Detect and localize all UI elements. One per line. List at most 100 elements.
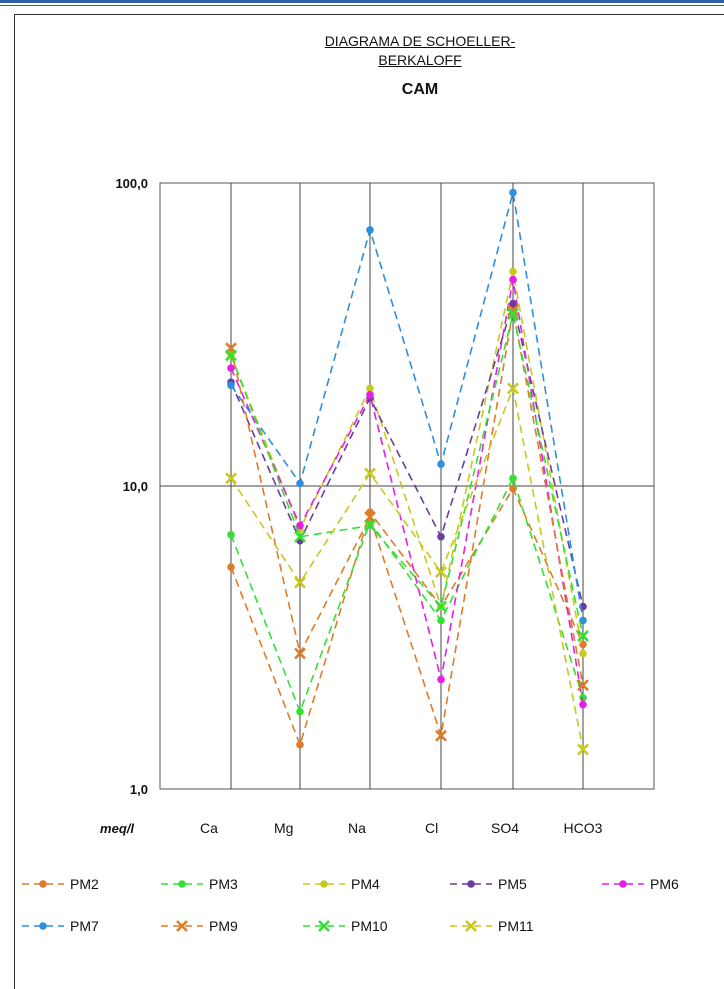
legend-item-pm5: PM5 [450,876,527,892]
marker-stroke [225,349,237,362]
x-tick-label: HCO3 [564,820,603,836]
series-pm6 [227,275,587,709]
data-point-pm4-so4 [509,267,517,276]
data-point-pm6-cl [437,675,445,684]
legend-label: PM4 [351,876,380,892]
page-frame [14,14,724,989]
data-point-pm6-hco3 [579,700,587,709]
data-point-pm5-cl [437,532,445,541]
data-point-pm2-ca [227,563,235,571]
legend-label: PM10 [351,918,388,934]
x-tick-label: Na [348,820,366,836]
marker-stroke [364,467,376,480]
data-point-pm10-hco3 [577,630,589,642]
series-pm3 [227,474,587,716]
marker-stroke [465,920,477,932]
plot-area: 100,0 10,0 1,0 meq/l Ca Mg Na Cl SO4 HCO3 [100,176,655,836]
data-point-pm10-mg [294,530,306,543]
data-point-pm11-so4 [507,382,519,395]
legend-item-pm4: PM4 [303,876,380,892]
legend-swatch-marker [320,880,328,888]
data-point-pm11-cl [435,566,447,578]
legend-swatch-marker [39,922,47,930]
legend-label: PM5 [498,876,527,892]
y-axis-label: meq/l [100,821,134,836]
marker-stroke [364,519,376,532]
x-tick-label: SO4 [491,820,519,836]
marker-stroke [507,382,519,395]
legend-label: PM3 [209,876,238,892]
series-line [230,310,584,736]
data-point-pm9-cl [435,729,447,742]
data-point-pm10-so4 [507,307,519,320]
legend-swatch-marker [467,880,475,888]
data-point-pm11-ca [225,472,237,485]
series-line [230,486,584,748]
marker-stroke [318,920,330,932]
legend-swatch-marker [465,920,477,932]
data-point-pm2-mg [296,740,304,749]
series-line [230,476,584,714]
data-point-pm6-mg [296,521,304,530]
legend-item-pm2: PM2 [22,876,99,892]
chart-title-line-1: DIAGRAMA DE SCHOELLER- [324,33,516,49]
legend-item-pm7: PM7 [22,918,99,934]
data-point-pm6-so4 [509,275,517,284]
marker-stroke [435,600,447,613]
y-tick-label: 100,0 [115,176,148,191]
series-pm9 [225,304,589,742]
data-point-pm11-na [364,467,376,480]
legend-label: PM7 [70,918,99,934]
legend-swatch-marker [619,880,627,888]
series-line [230,279,584,705]
data-point-pm11-hco3 [577,743,589,756]
data-point-pm5-so4 [509,299,517,308]
y-tick-label: 1,0 [130,782,148,797]
marker-stroke [507,304,519,317]
data-point-pm7-cl [437,460,445,469]
legend-label: PM2 [70,876,99,892]
top-border-rule [0,0,724,3]
data-point-pm9-so4 [507,304,519,317]
data-point-pm7-so4 [509,188,517,197]
data-point-pm3-so4 [509,474,517,483]
legend-label: PM9 [209,918,238,934]
marker-stroke [507,307,519,320]
marker-stroke [294,576,306,589]
marker-stroke [294,530,306,543]
data-point-pm7-ca [227,381,235,390]
series-pm7 [227,188,587,625]
legend-label: PM11 [498,918,534,934]
legend-item-pm11: PM11 [450,918,534,934]
chart-title-block: DIAGRAMA DE SCHOELLER- BERKALOFF CAM [250,32,590,100]
data-point-pm10-ca [225,349,237,362]
series-pm5 [227,299,587,611]
series-pm4 [227,267,587,658]
top-border-rule-thin [0,5,724,6]
data-point-pm3-mg [296,707,304,716]
chart-title-line-2: BERKALOFF [378,52,462,68]
marker-stroke [435,729,447,742]
data-point-pm11-mg [294,576,306,589]
series-pm10 [225,307,589,642]
legend-item-pm6: PM6 [602,876,679,892]
legend-item-pm3: PM3 [161,876,238,892]
legend-item-pm10: PM10 [303,918,388,934]
legend-label: PM6 [650,876,679,892]
data-point-pm3-ca [227,531,235,539]
data-point-pm4-hco3 [579,649,587,658]
legend-swatch-marker [178,880,186,888]
data-point-pm10-na [364,519,376,532]
legend-swatch-marker [176,920,188,932]
data-point-pm3-cl [437,616,445,625]
data-point-pm7-hco3 [579,616,587,625]
series-line [230,192,584,621]
data-point-pm9-mg [294,647,306,660]
data-point-pm4-na [366,384,374,393]
marker-stroke [225,472,237,485]
marker-stroke [577,630,589,642]
data-point-pm9-na [364,511,376,523]
marker-stroke [364,511,376,523]
data-point-pm9-hco3 [577,679,589,692]
y-tick-label: 10,0 [123,479,148,494]
